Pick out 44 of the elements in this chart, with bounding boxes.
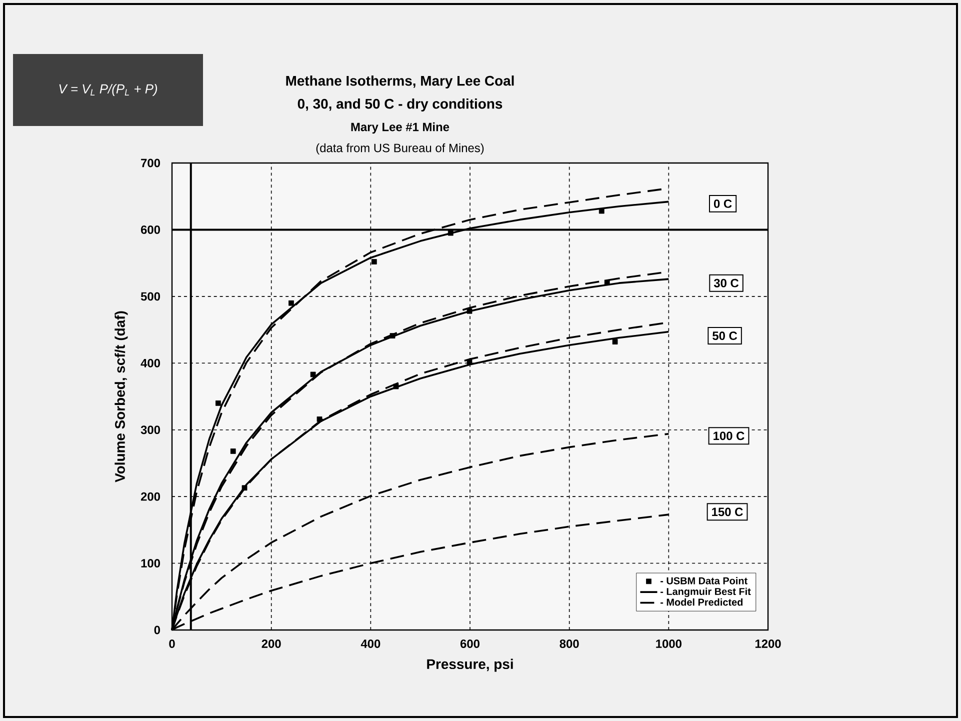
point xyxy=(288,300,294,306)
y-tick-label: 700 xyxy=(141,158,160,168)
text: Mary Lee #1 Mine xyxy=(351,122,450,134)
point xyxy=(390,333,396,338)
point xyxy=(604,280,610,286)
y-tick-label: 0 xyxy=(154,626,160,634)
y-tick-label: 600 xyxy=(140,225,160,234)
annotation: 100 C xyxy=(714,432,744,440)
y-tick-label: 200 xyxy=(140,492,160,501)
y-axis-title: Volume Sorbed, scf/t (daf) xyxy=(114,311,128,482)
x-tick-label: 1000 xyxy=(656,640,682,648)
x-tick-label: 200 xyxy=(262,640,281,648)
x-tick-label: 1200 xyxy=(755,640,781,648)
point xyxy=(393,384,399,390)
point xyxy=(612,339,618,344)
point xyxy=(242,485,248,491)
x-tick-label: 800 xyxy=(560,640,579,648)
annotation: 0 C xyxy=(714,199,732,208)
x-tick-label: 400 xyxy=(360,640,380,648)
point xyxy=(230,448,236,454)
point xyxy=(316,416,322,422)
point xyxy=(310,372,316,378)
annotation: 150 C xyxy=(712,508,743,516)
point xyxy=(216,400,221,406)
legend-label: - Langmuir Best Fit xyxy=(660,588,751,598)
annotation: 50 C xyxy=(712,332,738,340)
x-tick-label: 600 xyxy=(460,640,480,648)
legend-label: - Model Predicted xyxy=(660,598,743,606)
point xyxy=(448,230,454,236)
chart-subtitle: 0, 30, and 50 C - dry conditions xyxy=(298,98,502,112)
point xyxy=(371,259,377,264)
point xyxy=(466,359,472,364)
text: V = V$_{L}$ P/(P$_{L}$ + P) xyxy=(59,84,158,96)
point xyxy=(466,308,472,314)
y-tick-label: 100 xyxy=(141,559,160,568)
text: (data from US Bureau of Mines) xyxy=(316,143,484,155)
y-tick-label: 500 xyxy=(140,292,160,301)
y-tick-label: 400 xyxy=(140,358,160,368)
chart-title: Methane Isotherms, Mary Lee Coal xyxy=(286,75,514,88)
x-tick-label: 0 xyxy=(169,640,175,648)
legend-label: - USBM Data Point xyxy=(660,577,748,584)
y-tick-label: 300 xyxy=(140,426,160,434)
x-axis-title: Pressure, psi xyxy=(427,658,513,672)
annotation: 30 C xyxy=(714,278,739,288)
